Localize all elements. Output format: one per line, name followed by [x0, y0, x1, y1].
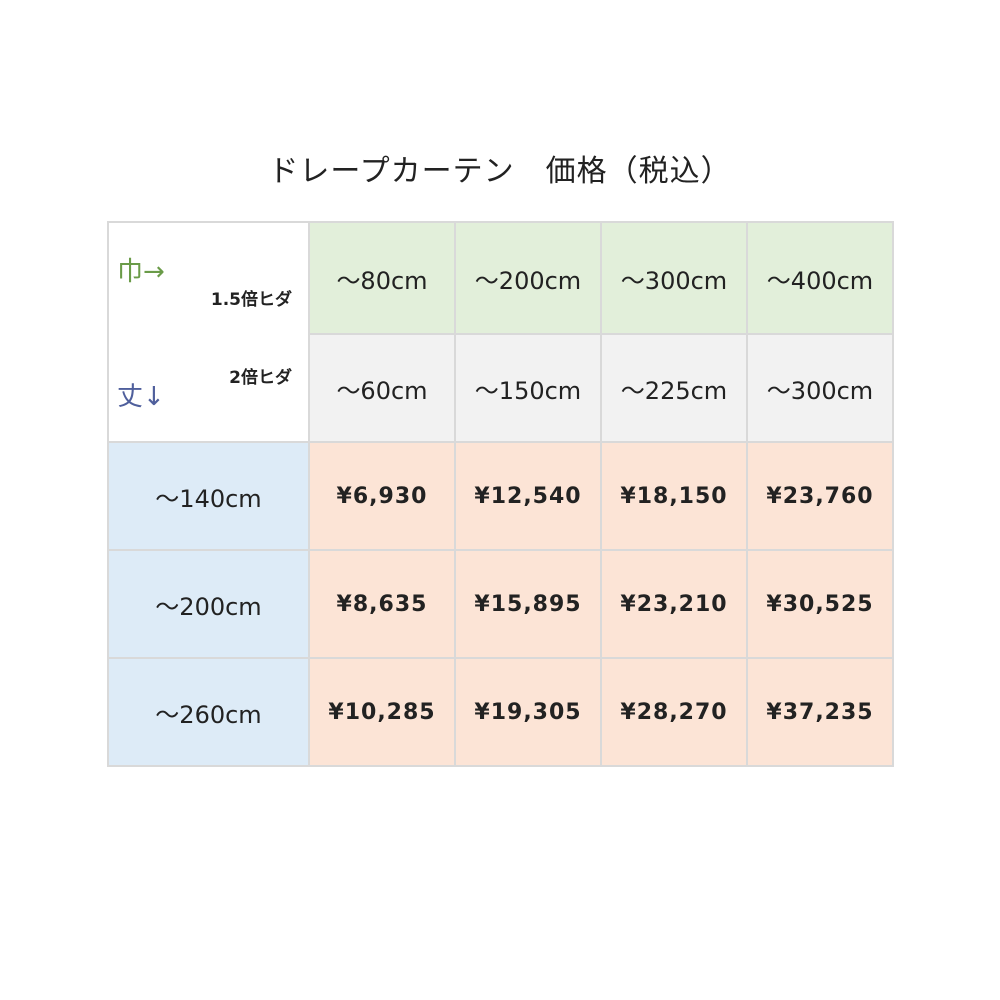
price-cell: ¥10,285: [308, 657, 456, 767]
price-cell: ¥6,930: [308, 441, 456, 551]
fold-2-label: 2倍ヒダ: [229, 368, 292, 388]
price-cell: ¥18,150: [600, 441, 748, 551]
table-row: ～140cm ¥6,930 ¥12,540 ¥18,150 ¥23,760: [107, 441, 894, 551]
page-title: ドレープカーテン 価格（税込）: [268, 154, 732, 189]
width-header-row-2: ～60cm ～150cm ～225cm ～300cm: [108, 333, 894, 443]
height-label: 丈↓: [117, 382, 165, 412]
width-2-cell: ～300cm: [746, 333, 894, 443]
price-cell: ¥23,760: [746, 441, 894, 551]
height-cell: ～200cm: [107, 549, 310, 659]
width-header-row-15: 巾→ 1.5倍ヒダ 2倍ヒダ 丈↓ ～80cm ～200cm ～300cm ～4…: [107, 221, 894, 443]
width-15-cell: ～80cm: [308, 221, 456, 335]
width-2-cell: ～225cm: [600, 333, 748, 443]
price-cell: ¥28,270: [600, 657, 748, 767]
corner-cell: 巾→ 1.5倍ヒダ 2倍ヒダ 丈↓: [107, 221, 310, 443]
price-cell: ¥37,235: [746, 657, 894, 767]
price-cell: ¥15,895: [454, 549, 602, 659]
height-cell: ～140cm: [107, 441, 310, 551]
price-cell: ¥23,210: [600, 549, 748, 659]
price-table: 巾→ 1.5倍ヒダ 2倍ヒダ 丈↓ ～80cm ～200cm ～300cm ～4…: [107, 221, 894, 767]
width-2-cell: ～60cm: [308, 333, 456, 443]
width-15-cell: ～400cm: [746, 221, 894, 335]
price-cell: ¥12,540: [454, 441, 602, 551]
width-15-cell: ～200cm: [454, 221, 602, 335]
height-cell: ～260cm: [107, 657, 310, 767]
fold-15-label: 1.5倍ヒダ: [210, 290, 292, 310]
price-cell: ¥8,635: [308, 549, 456, 659]
price-cell: ¥19,305: [454, 657, 602, 767]
table-row: ～200cm ¥8,635 ¥15,895 ¥23,210 ¥30,525: [107, 549, 894, 659]
width-label: 巾→: [117, 257, 165, 287]
width-2-cell: ～150cm: [454, 333, 602, 443]
price-cell: ¥30,525: [746, 549, 894, 659]
table-row: ～260cm ¥10,285 ¥19,305 ¥28,270 ¥37,235: [107, 657, 894, 767]
width-15-cell: ～300cm: [600, 221, 748, 335]
